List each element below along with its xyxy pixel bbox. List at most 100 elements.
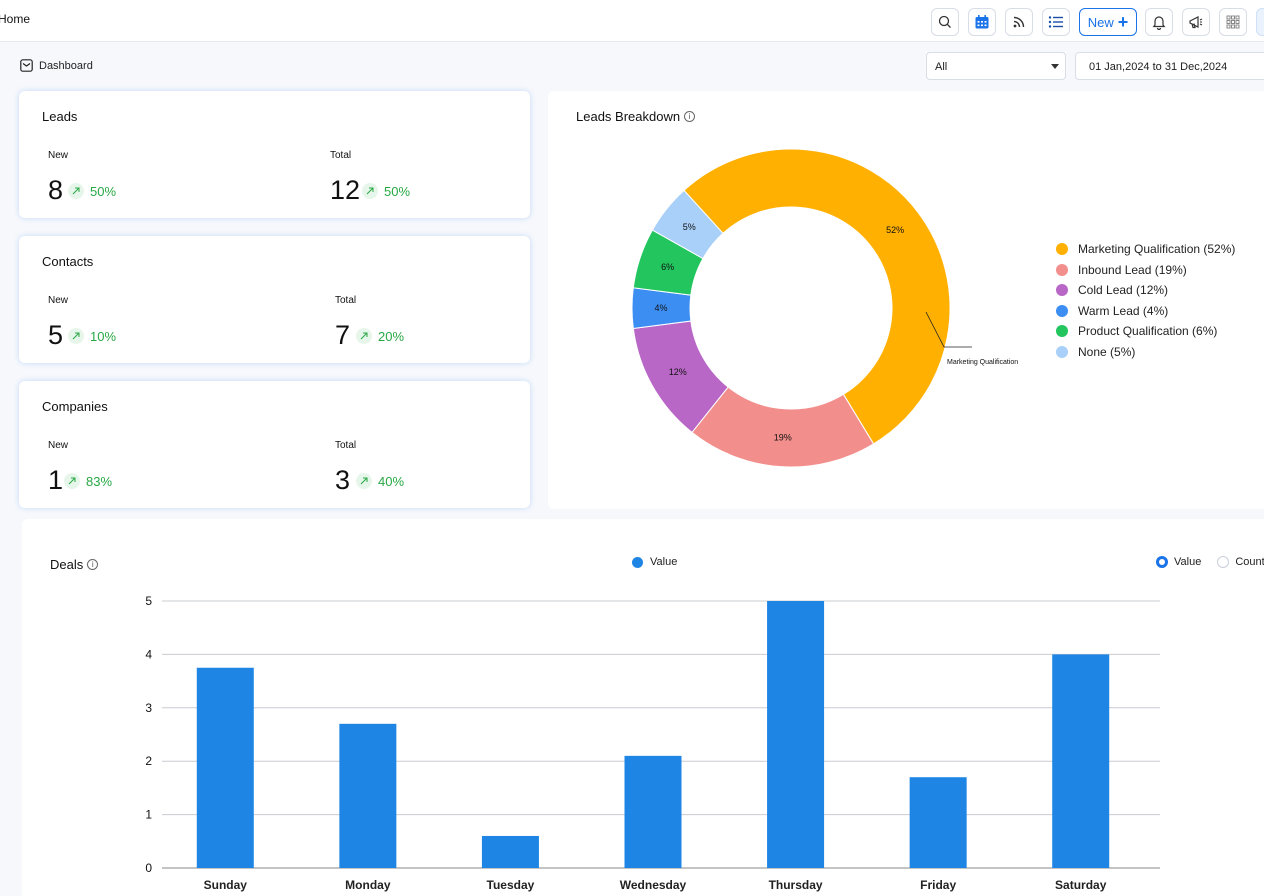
list-icon — [1048, 16, 1063, 28]
info-icon[interactable]: i — [684, 111, 696, 122]
callout-label: Marketing Qualification — [947, 359, 1018, 366]
new-label: New — [48, 150, 69, 161]
info-icon[interactable]: i — [87, 559, 99, 570]
total-value: 3 — [335, 465, 351, 495]
legend-label: Product Qualification (6%) — [1078, 324, 1218, 339]
donut-slice[interactable] — [691, 386, 875, 468]
deals-panel: Deals i Value Value Count 0 1 2 3 4 5 Sunday Mo… — [22, 519, 1264, 896]
companies-card[interactable]: Companies New 1 83% Total 3 40% — [19, 381, 530, 508]
legend-swatch — [632, 556, 643, 568]
breakdown-title: Leads Breakdown i — [576, 109, 696, 124]
trend-up-icon — [68, 328, 84, 344]
legend-item[interactable]: Product Qualification (6%) — [1056, 321, 1235, 342]
y-tick-label: 0 — [145, 861, 152, 875]
legend-swatch — [1056, 284, 1068, 297]
new-label: New — [48, 295, 69, 306]
y-tick-label: 3 — [145, 701, 152, 715]
legend-swatch — [1056, 325, 1068, 338]
new-button[interactable]: New + — [1079, 8, 1137, 36]
leads-card[interactable]: Leads New 8 50% Total 12 50% — [19, 91, 530, 218]
legend-swatch — [1056, 263, 1068, 276]
bar[interactable] — [481, 835, 539, 868]
list-view-button[interactable] — [1042, 8, 1070, 36]
legend-swatch — [1056, 304, 1068, 317]
donut-chart: 52% 19% 12% 4% 6% 5% Marketing Qualification — [631, 148, 1018, 468]
bar[interactable] — [1052, 654, 1110, 868]
callout-line — [925, 311, 972, 348]
legend-item[interactable]: Warm Lead (4%) — [1056, 301, 1235, 322]
legend-swatch — [1056, 243, 1068, 256]
x-tick-label: Thursday — [769, 878, 823, 892]
legend-item[interactable]: None (5%) — [1056, 342, 1235, 363]
bar[interactable] — [624, 755, 682, 868]
bar[interactable] — [909, 777, 967, 868]
legend-label: Cold Lead (12%) — [1078, 283, 1169, 298]
total-change-value: 20% — [378, 328, 405, 344]
total-change: 20% — [356, 328, 404, 344]
rss-icon — [1013, 16, 1025, 28]
bar[interactable] — [767, 601, 825, 868]
value-radio-label: Value — [1174, 556, 1202, 568]
dashboard-icon — [20, 59, 33, 72]
new-label: New — [48, 440, 69, 451]
plus-icon: + — [1117, 12, 1129, 32]
legend-item[interactable]: Inbound Lead (19%) — [1056, 260, 1235, 281]
calendar-button[interactable] — [968, 8, 996, 36]
date-range-picker[interactable]: 01 Jan,2024 to 31 Dec,2024 — [1075, 52, 1264, 80]
filter-select[interactable]: All — [926, 52, 1066, 80]
new-value: 5 — [48, 320, 64, 350]
bar[interactable] — [196, 667, 254, 868]
caret-down-icon — [1051, 64, 1059, 69]
grid-icon — [1226, 15, 1240, 29]
new-change: 83% — [64, 473, 112, 489]
legend-label: Marketing Qualification (52%) — [1078, 242, 1236, 257]
metric-toggle: Value Count — [1156, 556, 1264, 568]
apps-button[interactable] — [1219, 8, 1247, 36]
card-title: Leads — [42, 109, 78, 124]
donut-slice[interactable] — [651, 189, 724, 260]
legend-item[interactable]: Cold Lead (12%) — [1056, 280, 1235, 301]
dashboard-label: Dashboard — [39, 59, 93, 72]
legend-label: Value — [650, 556, 678, 568]
bar[interactable] — [339, 723, 397, 868]
x-tick-label: Sunday — [204, 878, 248, 892]
trend-up-icon — [68, 183, 84, 199]
deals-title-text: Deals — [50, 557, 84, 572]
total-label: Total — [335, 295, 357, 306]
slice-label: 6% — [661, 262, 674, 272]
search-button[interactable] — [931, 8, 959, 36]
date-range-value: 01 Jan,2024 to 31 Dec,2024 — [1089, 61, 1228, 73]
y-tick-label: 2 — [145, 754, 152, 768]
deals-bar-chart: 0 1 2 3 4 5 Sunday Monday Tuesday Wednesday Thursd… — [145, 594, 1160, 892]
slice-label: 4% — [654, 303, 667, 313]
megaphone-icon — [1189, 16, 1203, 29]
count-radio[interactable] — [1217, 556, 1230, 568]
y-tick-label: 1 — [145, 808, 152, 822]
search-icon — [938, 15, 951, 28]
announcements-button[interactable] — [1182, 8, 1210, 36]
legend-swatch — [1056, 345, 1068, 358]
deals-title: Deals i — [50, 557, 99, 572]
total-label: Total — [330, 150, 352, 161]
profile-button[interactable] — [1256, 8, 1264, 36]
legend-item[interactable]: Marketing Qualification (52%) — [1056, 239, 1235, 260]
x-tick-label: Wednesday — [620, 878, 687, 892]
notifications-button[interactable] — [1145, 8, 1173, 36]
total-change: 50% — [362, 183, 410, 199]
trend-up-icon — [362, 183, 378, 199]
deals-legend[interactable]: Value — [632, 556, 677, 568]
slice-label: 12% — [669, 367, 687, 377]
feed-button[interactable] — [1005, 8, 1033, 36]
legend-label: None (5%) — [1078, 344, 1136, 359]
card-title: Companies — [42, 399, 108, 414]
y-tick-label: 4 — [145, 647, 152, 661]
new-value: 8 — [48, 175, 64, 205]
trend-up-icon — [64, 473, 80, 489]
contacts-card[interactable]: Contacts New 5 10% Total 7 20% — [19, 236, 530, 363]
total-change-value: 50% — [384, 183, 411, 199]
x-tick-label: Friday — [920, 878, 956, 892]
total-value: 12 — [330, 175, 361, 205]
donut-slice[interactable] — [683, 148, 951, 445]
new-change-value: 83% — [86, 473, 113, 489]
value-radio[interactable] — [1156, 556, 1168, 568]
